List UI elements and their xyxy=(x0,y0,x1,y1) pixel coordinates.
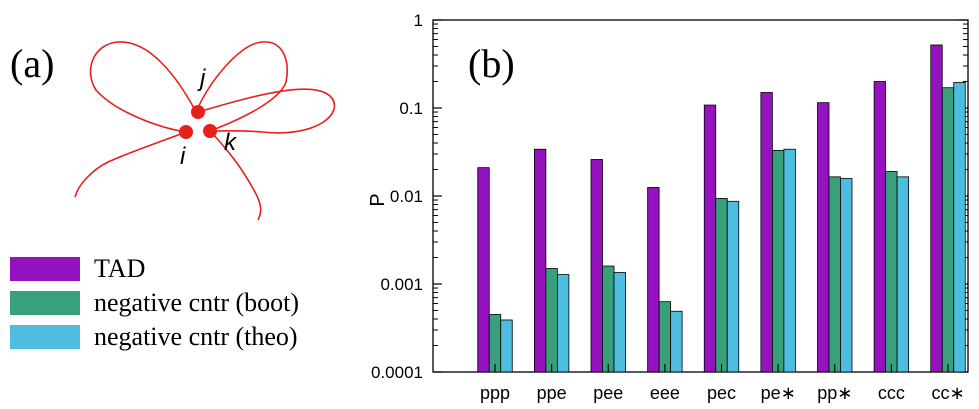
legend-item-theo: negative cntr (theo) xyxy=(10,320,299,354)
bar-2-6 xyxy=(840,178,853,373)
y-tick-label: 1 xyxy=(414,11,423,30)
bar-1-8 xyxy=(941,87,955,373)
bar-1-3 xyxy=(658,301,672,373)
bar-2-3 xyxy=(670,310,683,373)
bar-0-1 xyxy=(533,148,547,373)
bar-2-7 xyxy=(896,176,910,373)
y-tick-label: 0.01 xyxy=(390,187,423,206)
panel-a-label: (a) xyxy=(10,41,55,86)
y-tick-label: 0.1 xyxy=(399,99,423,118)
bar-1-5 xyxy=(771,149,785,373)
x-tick-label: cc∗ xyxy=(931,383,964,403)
chart-legend: TAD negative cntr (boot) negative cntr (… xyxy=(10,252,299,354)
bar-2-1 xyxy=(556,274,570,373)
bar-series xyxy=(477,44,966,373)
bar-0-0 xyxy=(477,167,490,373)
y-tick-label: 0.001 xyxy=(380,275,423,294)
bar-0-5 xyxy=(760,92,773,373)
x-tick-label: ppe xyxy=(537,383,567,403)
bar-2-5 xyxy=(783,148,796,373)
bar-1-4 xyxy=(715,197,728,373)
x-tick-label: pec xyxy=(707,383,736,403)
bar-0-4 xyxy=(703,104,717,373)
bar-0-7 xyxy=(873,81,887,373)
bar-1-0 xyxy=(488,314,502,373)
legend-label-boot: negative cntr (boot) xyxy=(94,288,300,317)
bar-1-7 xyxy=(885,171,898,373)
bar-0-2 xyxy=(590,159,603,373)
legend-item-tad: TAD xyxy=(10,252,299,286)
bar-0-6 xyxy=(817,102,830,373)
legend-label-tad: TAD xyxy=(94,254,146,283)
bar-2-2 xyxy=(613,272,626,373)
panel-b-label: (b) xyxy=(468,41,515,86)
x-tick-label: ccc xyxy=(878,383,905,403)
x-axis-tick-labels: ppp ppe pee eee pec pe∗ pp∗ ccc cc∗ xyxy=(480,364,965,403)
legend-swatch-theo xyxy=(10,325,80,349)
legend-swatch-tad xyxy=(10,257,80,281)
bar-2-0 xyxy=(500,319,513,373)
bar-0-8 xyxy=(930,44,943,373)
x-tick-label: ppp xyxy=(480,383,510,403)
y-tick-label: 0.0001 xyxy=(371,363,423,382)
legend-label-theo: negative cntr (theo) xyxy=(94,322,298,351)
bar-2-8 xyxy=(953,82,966,373)
legend-swatch-boot xyxy=(10,291,80,315)
x-tick-label: pe∗ xyxy=(761,383,796,403)
bar-0-3 xyxy=(647,187,660,373)
x-tick-label: pp∗ xyxy=(817,383,852,403)
y-axis-ticks: 0.0001 0.001 0.01 0.1 1 xyxy=(371,11,968,382)
x-tick-label: pee xyxy=(593,383,623,403)
bar-1-6 xyxy=(828,176,841,373)
bar-2-4 xyxy=(726,200,740,373)
bar-1-1 xyxy=(545,268,558,373)
x-tick-label: eee xyxy=(650,383,680,403)
y-axis-label: P xyxy=(367,193,389,206)
bar-1-2 xyxy=(602,265,615,373)
legend-item-boot: negative cntr (boot) xyxy=(10,286,299,320)
